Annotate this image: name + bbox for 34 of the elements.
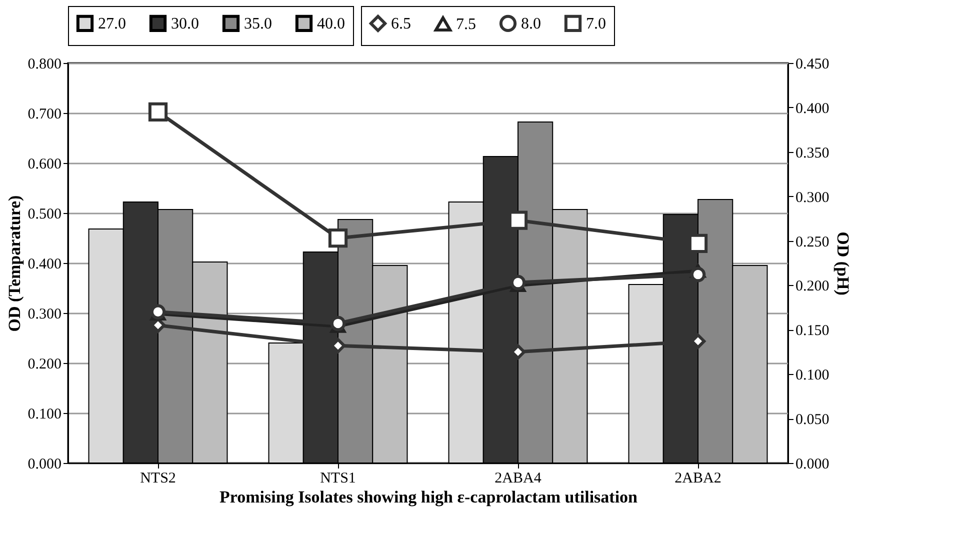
- y-tick-label: 0.600: [28, 156, 62, 172]
- x-axis-title: Promising Isolates showing high ε-caprolactam utilisation: [220, 488, 638, 506]
- legend-label: 7.5: [456, 16, 476, 33]
- legend-label: 7.0: [586, 15, 606, 32]
- x-tick-label: 2ABA2: [674, 470, 722, 486]
- y2-tick-label: 0.400: [796, 100, 830, 117]
- legend-label: 6.5: [391, 15, 411, 32]
- y-tick-label: 0.700: [28, 106, 62, 122]
- legend-label: 35.0: [244, 15, 272, 32]
- legend-label: 40.0: [317, 15, 345, 32]
- y2-tick-label: 0.000: [796, 456, 830, 472]
- y2-tick-label: 0.050: [796, 412, 830, 428]
- y-tick-label: 0.800: [28, 56, 62, 72]
- y-tick-label: 0.200: [28, 356, 62, 372]
- y2-tick-label: 0.350: [796, 145, 830, 162]
- x-tick-label: NTS2: [140, 470, 176, 486]
- y-axis-title: OD (Temparature): [4, 195, 24, 332]
- legend-label: 27.0: [98, 15, 126, 32]
- y-tick-label: 0.100: [28, 406, 62, 422]
- y-tick-label: 0.300: [28, 306, 62, 322]
- y-tick-label: 0.000: [28, 456, 62, 472]
- x-tick-label: 2ABA4: [494, 470, 542, 486]
- y2-tick-label: 0.250: [796, 234, 830, 250]
- y2-tick-label: 0.300: [796, 190, 830, 206]
- y2-tick-label: 0.200: [796, 278, 830, 295]
- legend-label: 8.0: [521, 15, 541, 32]
- x-tick-label: NTS1: [320, 470, 356, 486]
- y2-tick-label: 0.100: [796, 368, 830, 384]
- y2-axis-title: OD (pH): [833, 232, 852, 296]
- y2-tick-label: 0.150: [796, 323, 830, 340]
- y2-tick-label: 0.450: [796, 56, 830, 72]
- legend-label: 30.0: [171, 15, 199, 32]
- y-tick-label: 0.500: [28, 206, 62, 222]
- y-tick-label: 0.400: [28, 256, 62, 272]
